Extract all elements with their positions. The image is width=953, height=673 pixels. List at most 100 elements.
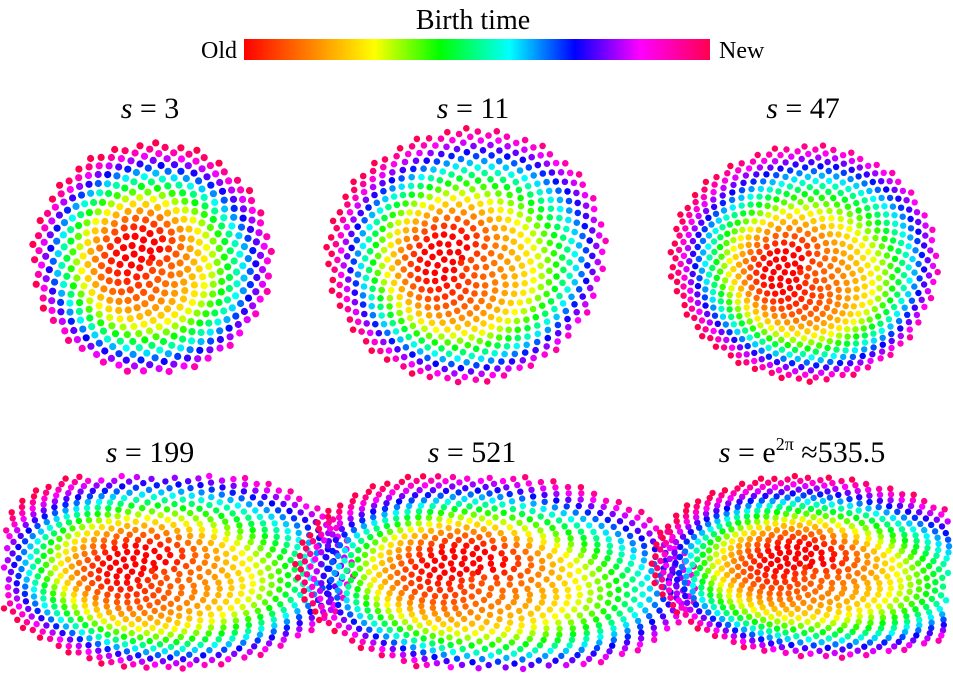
dot bbox=[926, 630, 933, 637]
dot bbox=[564, 613, 571, 620]
dot bbox=[197, 328, 205, 337]
dot bbox=[753, 278, 760, 285]
dot bbox=[186, 532, 194, 540]
dot bbox=[766, 595, 773, 602]
dot bbox=[902, 568, 909, 575]
dot bbox=[738, 555, 745, 562]
dot bbox=[916, 622, 923, 629]
dot bbox=[41, 582, 48, 589]
dot bbox=[826, 291, 834, 298]
dot bbox=[359, 638, 366, 645]
dot bbox=[41, 495, 48, 502]
dot bbox=[554, 223, 561, 231]
dot bbox=[911, 283, 918, 290]
dot bbox=[424, 344, 432, 351]
dot bbox=[673, 512, 680, 519]
dot bbox=[433, 158, 441, 165]
dot bbox=[349, 326, 357, 334]
dot bbox=[76, 316, 85, 324]
dot bbox=[435, 312, 443, 319]
dot bbox=[862, 235, 869, 242]
dot bbox=[545, 187, 553, 195]
dot bbox=[126, 286, 134, 294]
dot bbox=[429, 253, 436, 261]
dot bbox=[780, 355, 787, 362]
dot bbox=[188, 594, 196, 601]
dot bbox=[614, 595, 622, 603]
dot bbox=[749, 325, 757, 332]
dot bbox=[343, 252, 351, 260]
dot bbox=[76, 243, 84, 251]
dot bbox=[135, 615, 142, 623]
dot bbox=[380, 639, 387, 647]
dot bbox=[861, 346, 868, 353]
dot bbox=[461, 373, 469, 381]
dot bbox=[152, 286, 160, 294]
dot bbox=[800, 492, 807, 499]
dot bbox=[510, 650, 518, 657]
dot bbox=[41, 224, 49, 232]
dot bbox=[423, 277, 430, 285]
dot bbox=[473, 544, 480, 552]
dot bbox=[36, 217, 44, 225]
dot bbox=[701, 294, 709, 301]
dot bbox=[85, 648, 92, 655]
dot bbox=[47, 616, 55, 623]
dot bbox=[490, 480, 498, 487]
dot bbox=[816, 528, 823, 535]
dot bbox=[749, 625, 757, 632]
dot bbox=[739, 493, 746, 500]
dot bbox=[80, 482, 88, 490]
dot bbox=[596, 586, 604, 593]
dot bbox=[909, 497, 917, 504]
dot bbox=[825, 284, 832, 291]
dot bbox=[189, 190, 197, 198]
dot bbox=[847, 651, 854, 658]
dot bbox=[743, 513, 751, 520]
dot bbox=[69, 282, 77, 290]
dot bbox=[875, 591, 882, 598]
dot bbox=[403, 235, 411, 243]
dot bbox=[74, 569, 81, 577]
dot bbox=[397, 540, 404, 547]
dot bbox=[253, 480, 260, 488]
dot bbox=[774, 632, 782, 639]
dot bbox=[720, 184, 727, 192]
dot bbox=[29, 499, 37, 506]
dot bbox=[335, 563, 343, 570]
dot bbox=[165, 245, 173, 253]
dot bbox=[797, 622, 804, 630]
dot bbox=[849, 628, 856, 635]
dot bbox=[689, 270, 696, 278]
dot bbox=[350, 618, 358, 625]
dot bbox=[794, 507, 802, 515]
dot bbox=[933, 552, 940, 559]
dot bbox=[772, 520, 779, 527]
dot bbox=[154, 203, 162, 212]
dot bbox=[739, 226, 746, 234]
dot bbox=[714, 558, 722, 565]
dot bbox=[802, 546, 809, 553]
dot bbox=[124, 573, 131, 580]
dot bbox=[72, 553, 80, 560]
dot bbox=[485, 302, 493, 310]
dot bbox=[420, 142, 428, 149]
dot bbox=[211, 641, 218, 649]
dot bbox=[709, 615, 717, 622]
dot bbox=[458, 314, 466, 322]
dot bbox=[820, 560, 827, 568]
dot bbox=[796, 226, 803, 233]
dot bbox=[240, 243, 248, 251]
dot bbox=[231, 629, 238, 636]
dot bbox=[906, 334, 914, 341]
dot bbox=[516, 364, 523, 372]
dot bbox=[193, 146, 201, 154]
dot bbox=[657, 557, 664, 565]
dot bbox=[802, 221, 809, 228]
dot bbox=[140, 479, 147, 487]
dot bbox=[109, 343, 117, 351]
dot bbox=[179, 189, 187, 197]
dot bbox=[793, 588, 801, 595]
dot bbox=[684, 244, 692, 252]
dot bbox=[883, 509, 890, 516]
